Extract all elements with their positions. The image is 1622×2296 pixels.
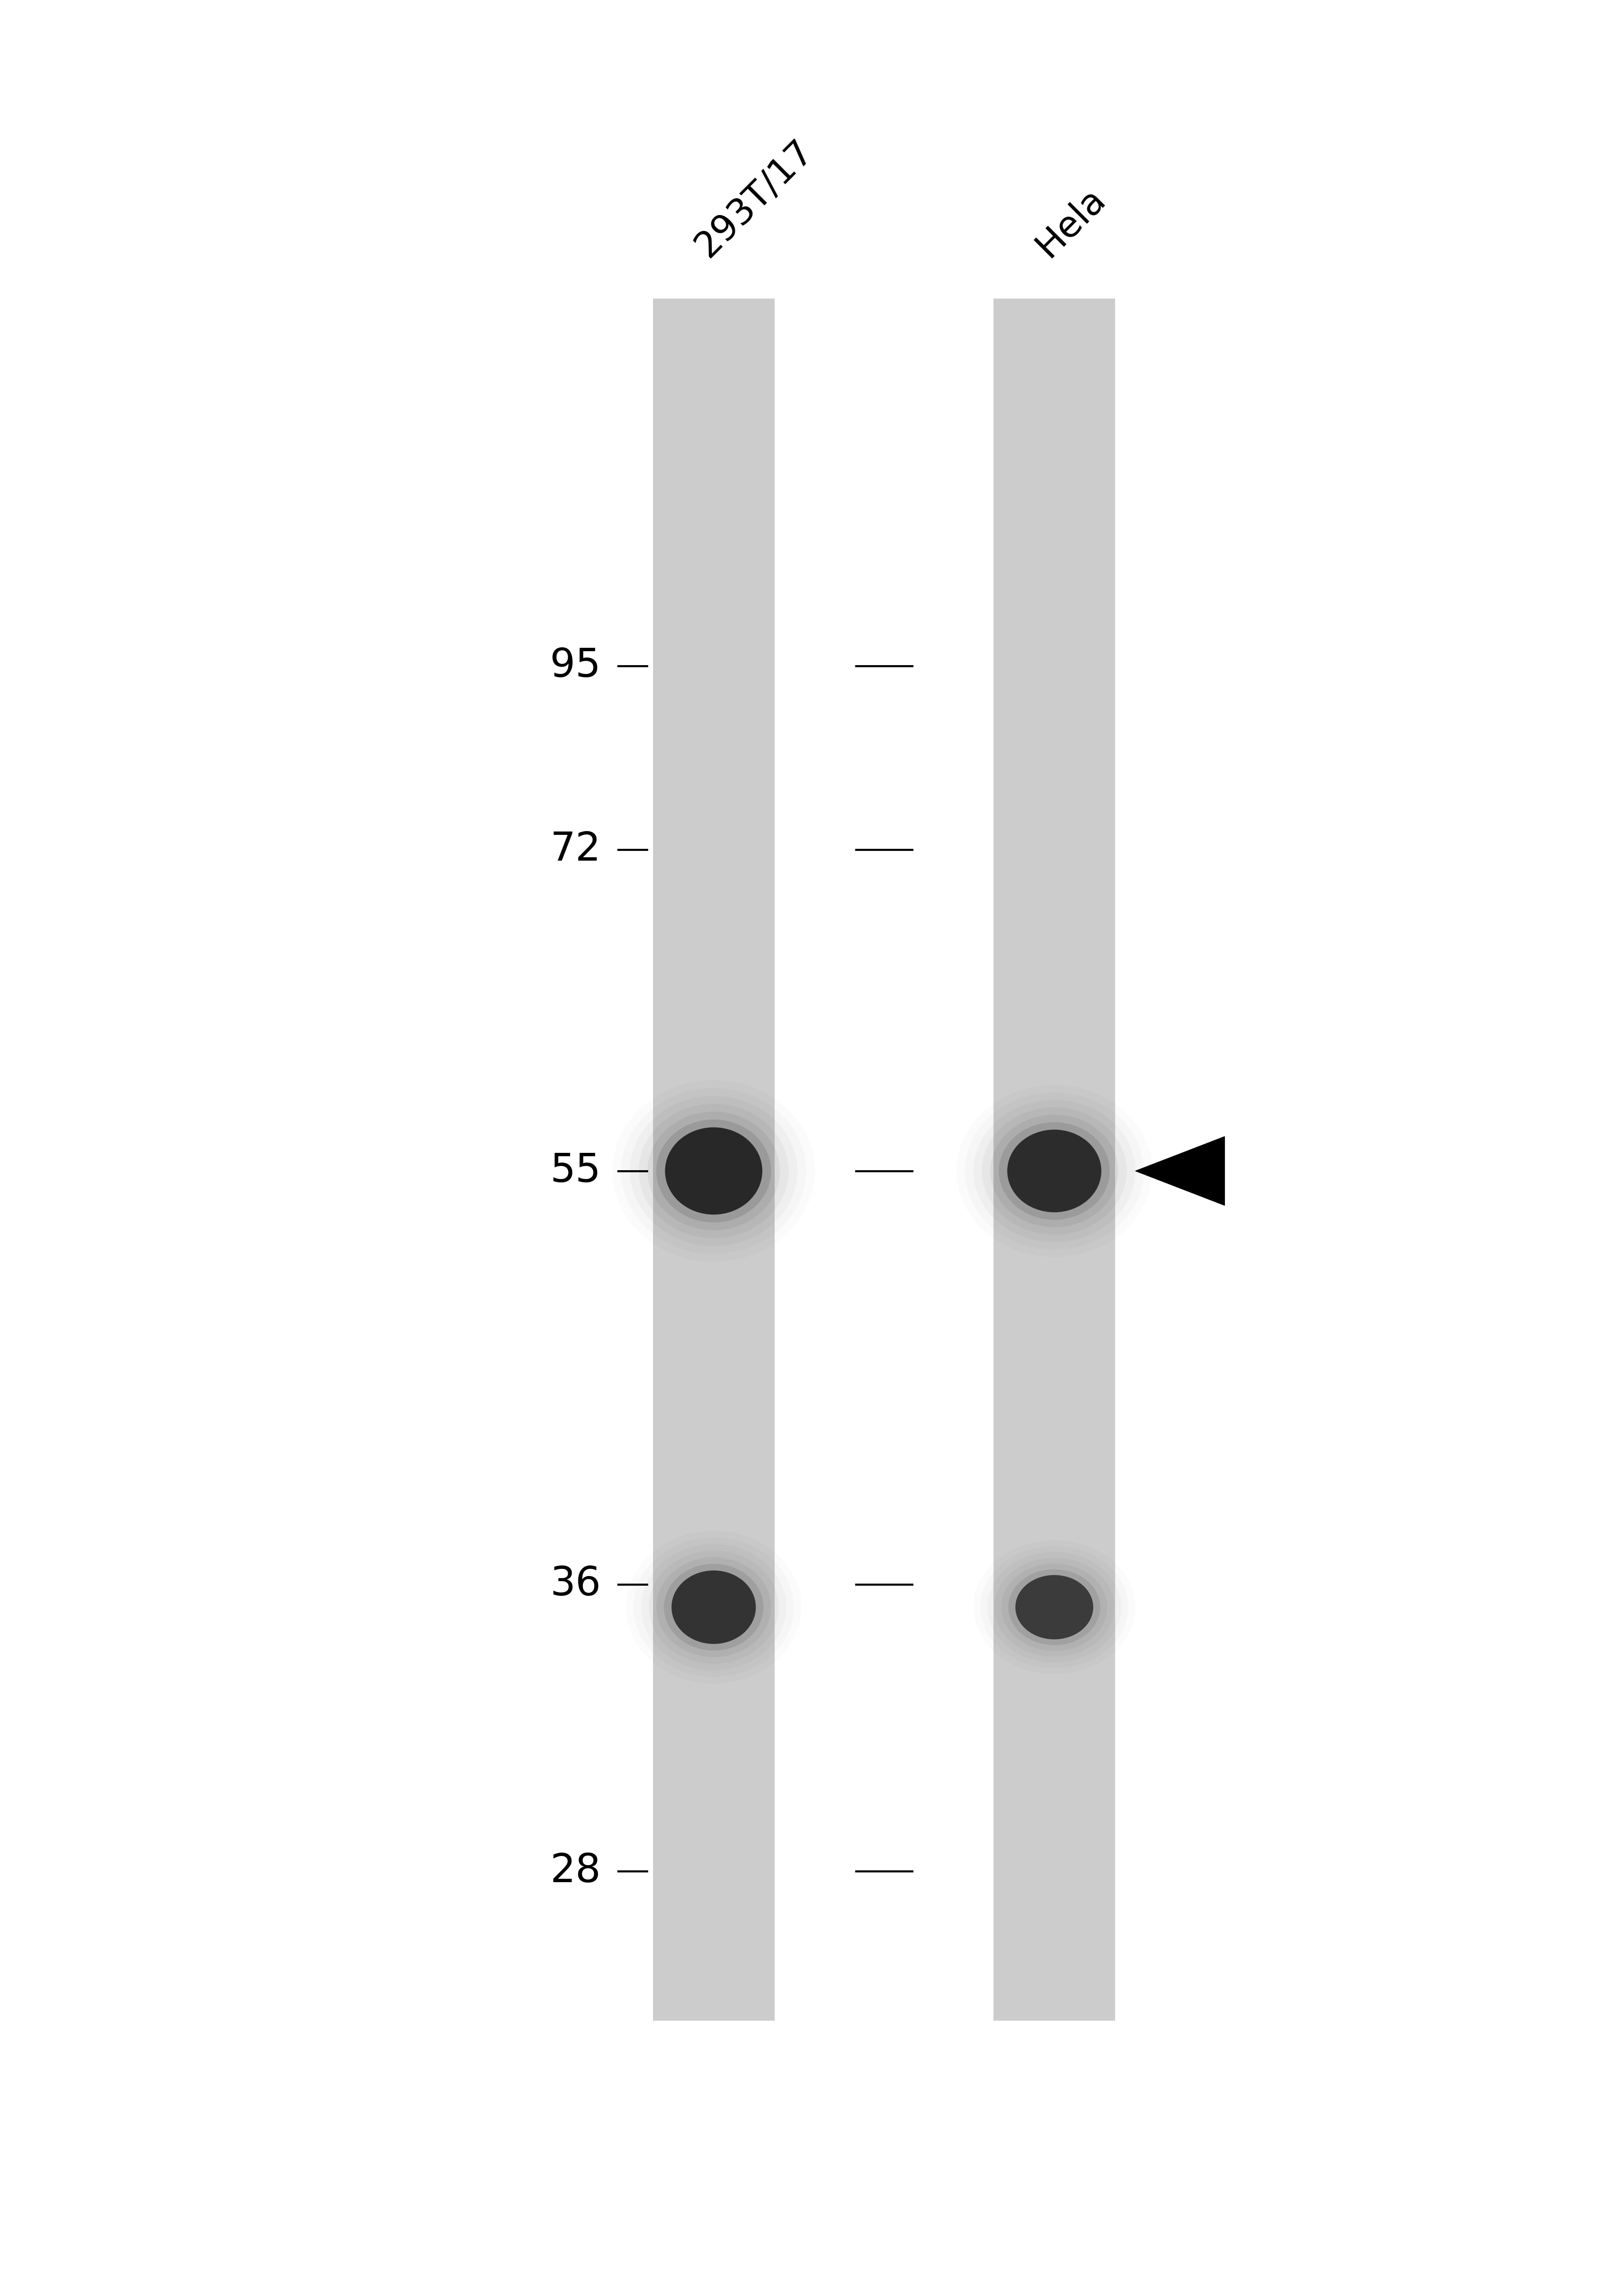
Ellipse shape <box>665 1127 762 1215</box>
Text: 36: 36 <box>550 1566 600 1603</box>
Polygon shape <box>1135 1137 1225 1205</box>
Text: 293T/17: 293T/17 <box>689 133 819 264</box>
Ellipse shape <box>672 1570 756 1644</box>
Ellipse shape <box>991 1116 1118 1226</box>
Text: 55: 55 <box>550 1153 600 1189</box>
Ellipse shape <box>1009 1568 1100 1646</box>
Ellipse shape <box>1007 1130 1101 1212</box>
Bar <box>652 298 775 2020</box>
Text: 72: 72 <box>550 831 600 868</box>
Ellipse shape <box>647 1111 780 1231</box>
Ellipse shape <box>999 1123 1109 1219</box>
Bar <box>993 298 1116 2020</box>
Ellipse shape <box>663 1564 764 1651</box>
Ellipse shape <box>1015 1575 1093 1639</box>
Text: Hela: Hela <box>1030 181 1113 264</box>
Ellipse shape <box>657 1120 770 1221</box>
Text: 95: 95 <box>550 647 600 684</box>
Text: 28: 28 <box>550 1853 600 1890</box>
